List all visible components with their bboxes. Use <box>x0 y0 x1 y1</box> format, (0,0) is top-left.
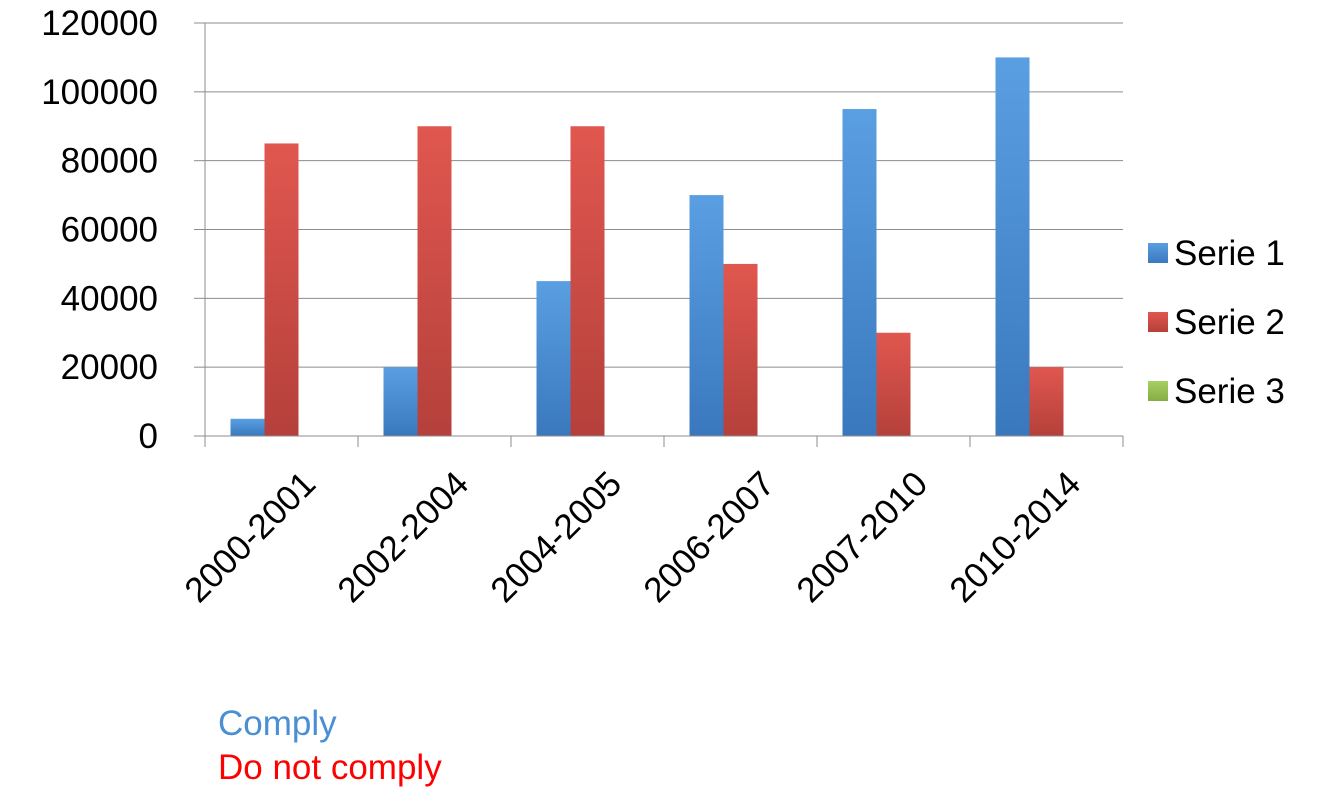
x-tick-label: 2000-2001 <box>177 464 323 610</box>
bar-serie-1-2007-2010 <box>842 109 877 437</box>
bar-serie-2-2010-2014 <box>1029 367 1064 436</box>
legend-swatch <box>1148 381 1168 401</box>
y-tick-label: 20000 <box>61 348 158 387</box>
x-tick-label: 2010-2014 <box>942 464 1088 610</box>
comply-note: Comply <box>218 704 337 743</box>
x-tick-label: 2007-2010 <box>789 464 935 610</box>
bar-serie-2-2000-2001 <box>264 143 299 437</box>
bar-serie-1-2010-2014 <box>995 57 1030 437</box>
bar-serie-1-2006-2007 <box>689 195 724 436</box>
y-tick-label: 100000 <box>41 73 158 112</box>
gridlines <box>205 22 1123 368</box>
bar-serie-2-2002-2004 <box>417 126 452 436</box>
axes <box>194 22 1124 447</box>
x-tick-label: 2004-2005 <box>483 464 629 610</box>
legend-swatch <box>1148 312 1168 332</box>
y-tick-label: 80000 <box>61 142 158 181</box>
legend-label: Serie 1 <box>1174 234 1285 273</box>
y-tick-label: 40000 <box>61 279 158 318</box>
legend-label: Serie 2 <box>1174 303 1285 342</box>
y-tick-label: 0 <box>139 417 158 456</box>
x-tick-label: 2006-2007 <box>636 464 782 610</box>
legend: Serie 1 Serie 2 Serie 3 <box>1148 234 1285 411</box>
y-tick-label: 60000 <box>61 211 158 250</box>
bar-serie-2-2007-2010 <box>876 332 911 436</box>
legend-label: Serie 3 <box>1174 372 1285 411</box>
y-tick-label: 120000 <box>41 4 158 43</box>
bar-serie-1-2004-2005 <box>536 281 571 436</box>
bar-serie-1-2002-2004 <box>383 367 418 436</box>
bar-serie-1-2000-2001 <box>230 418 265 436</box>
x-tick-label: 2002-2004 <box>330 464 476 610</box>
legend-swatch <box>1148 243 1168 263</box>
do-not-comply-note: Do not comply <box>218 748 442 787</box>
bar-serie-2-2004-2005 <box>570 126 605 436</box>
bar-serie-2-2006-2007 <box>723 263 758 436</box>
bars <box>230 57 1064 437</box>
